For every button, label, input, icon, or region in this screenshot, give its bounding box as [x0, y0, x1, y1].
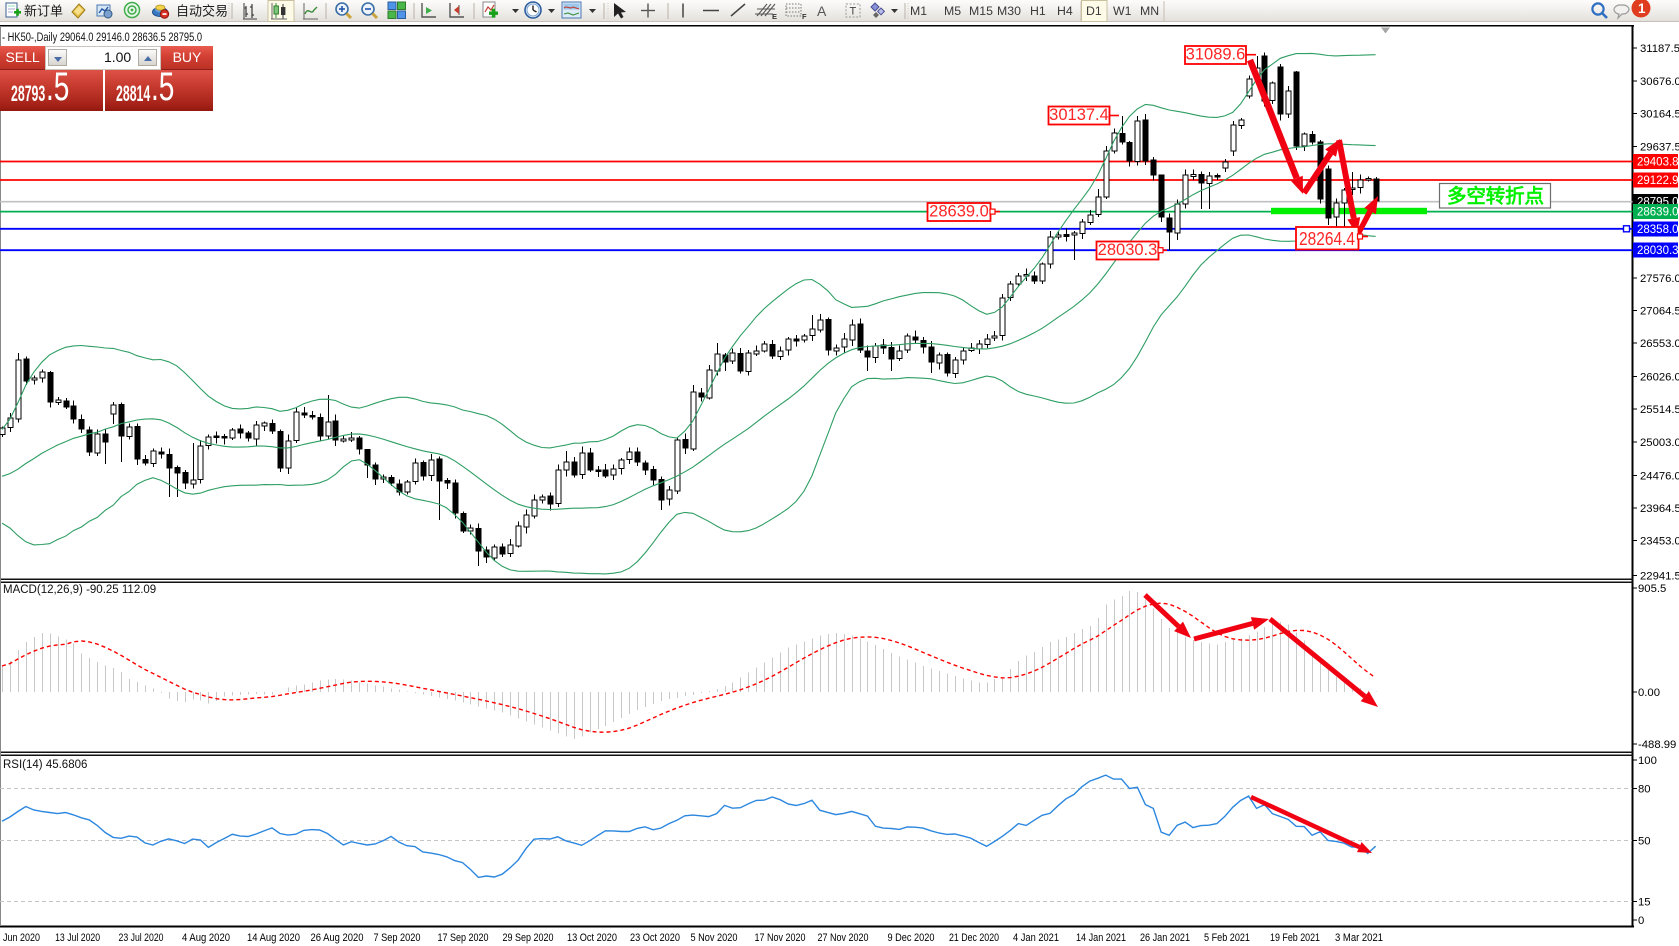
- svg-text:29 Sep 2020: 29 Sep 2020: [503, 932, 554, 944]
- svg-text:29122.9: 29122.9: [1637, 175, 1679, 187]
- svg-text:5 Nov 2020: 5 Nov 2020: [691, 932, 738, 944]
- svg-text:100: 100: [1638, 755, 1657, 767]
- svg-text:27 Nov 2020: 27 Nov 2020: [818, 932, 869, 944]
- svg-text:MACD(12,26,9) -90.25 112.09: MACD(12,26,9) -90.25 112.09: [3, 584, 156, 596]
- svg-text:14 Aug 2020: 14 Aug 2020: [247, 932, 300, 944]
- svg-text:23 Jul 2020: 23 Jul 2020: [119, 932, 164, 944]
- svg-text:F: F: [802, 12, 807, 21]
- svg-text:Jun 2020: Jun 2020: [3, 932, 40, 944]
- svg-text:9 Dec 2020: 9 Dec 2020: [888, 932, 935, 944]
- svg-text:28639.0: 28639.0: [929, 203, 989, 221]
- svg-text:30164.5: 30164.5: [1640, 108, 1679, 120]
- svg-text:14 Jan 2021: 14 Jan 2021: [1076, 932, 1126, 944]
- svg-text:23 Oct 2020: 23 Oct 2020: [630, 932, 680, 944]
- svg-text:25514.5: 25514.5: [1640, 404, 1679, 416]
- svg-text:29403.8: 29403.8: [1637, 157, 1679, 169]
- svg-text:27064.5: 27064.5: [1640, 306, 1679, 318]
- svg-text:29637.5: 29637.5: [1640, 142, 1679, 154]
- svg-text:26553.0: 26553.0: [1640, 338, 1679, 350]
- svg-text:28639.0: 28639.0: [1637, 207, 1679, 219]
- svg-text:28358.0: 28358.0: [1637, 224, 1679, 236]
- svg-text:4 Jan 2021: 4 Jan 2021: [1013, 932, 1059, 944]
- svg-text:23964.5: 23964.5: [1640, 503, 1679, 515]
- svg-text:7 Sep 2020: 7 Sep 2020: [374, 932, 421, 944]
- svg-text:-488.99: -488.99: [1638, 739, 1676, 751]
- svg-text:26 Jan 2021: 26 Jan 2021: [1140, 932, 1190, 944]
- svg-text:3 Mar 2021: 3 Mar 2021: [1335, 932, 1383, 944]
- svg-text:5 Feb 2021: 5 Feb 2021: [1204, 932, 1250, 944]
- svg-text:多空转折点: 多空转折点: [1447, 185, 1544, 208]
- svg-text:17 Nov 2020: 17 Nov 2020: [755, 932, 806, 944]
- svg-text:80: 80: [1638, 784, 1651, 796]
- svg-text:E: E: [772, 12, 777, 21]
- svg-text:新订单: 新订单: [24, 4, 63, 19]
- svg-text:26 Aug 2020: 26 Aug 2020: [311, 932, 364, 944]
- svg-text:0.00: 0.00: [1638, 687, 1660, 699]
- svg-text:自动交易: 自动交易: [176, 4, 228, 19]
- svg-text:50: 50: [1638, 836, 1651, 848]
- svg-text:T: T: [850, 6, 857, 18]
- svg-text:17 Sep 2020: 17 Sep 2020: [438, 932, 489, 944]
- svg-text:22941.5: 22941.5: [1640, 571, 1679, 583]
- svg-text:13 Jul 2020: 13 Jul 2020: [55, 932, 100, 944]
- svg-text:19 Feb 2021: 19 Feb 2021: [1270, 932, 1320, 944]
- svg-text:21 Dec 2020: 21 Dec 2020: [949, 932, 999, 944]
- svg-text:4 Aug 2020: 4 Aug 2020: [182, 932, 230, 944]
- svg-text:28264.4: 28264.4: [1299, 228, 1355, 249]
- svg-text:27576.0: 27576.0: [1640, 273, 1679, 285]
- svg-text:- HK50-,Daily 29064.0 29146.0: - HK50-,Daily 29064.0 29146.0 28636.5 28…: [2, 30, 202, 44]
- svg-text:15: 15: [1638, 896, 1651, 908]
- svg-text:RSI(14) 45.6806: RSI(14) 45.6806: [3, 759, 87, 771]
- svg-text:905.5: 905.5: [1638, 583, 1666, 595]
- svg-text:0: 0: [1638, 915, 1644, 927]
- svg-text:30137.4: 30137.4: [1049, 106, 1109, 124]
- svg-text:30676.0: 30676.0: [1640, 76, 1679, 88]
- svg-text:A: A: [817, 3, 827, 19]
- svg-text:26026.0: 26026.0: [1640, 372, 1679, 384]
- svg-text:31187.5: 31187.5: [1640, 43, 1679, 55]
- svg-text:31089.6: 31089.6: [1186, 46, 1246, 64]
- svg-text:13 Oct 2020: 13 Oct 2020: [567, 932, 617, 944]
- svg-text:1: 1: [1638, 1, 1646, 16]
- svg-text:23453.0: 23453.0: [1640, 536, 1679, 548]
- svg-text:24476.0: 24476.0: [1640, 470, 1679, 482]
- svg-text:28030.3: 28030.3: [1637, 245, 1679, 257]
- svg-text:28030.3: 28030.3: [1098, 241, 1158, 259]
- svg-text:25003.0: 25003.0: [1640, 437, 1679, 449]
